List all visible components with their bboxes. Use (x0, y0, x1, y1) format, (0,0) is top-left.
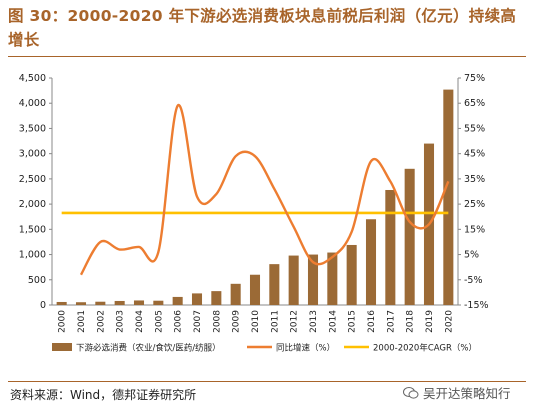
growth-rate-line (79, 104, 450, 276)
bar (133, 300, 145, 305)
x-tick-label: 2013 (309, 310, 319, 333)
y-right-tick-label: -5% (464, 275, 483, 286)
y-left-tick-label: 1,000 (19, 250, 46, 261)
watermark: 吴开达策略知行 (403, 383, 511, 402)
bar (249, 274, 261, 305)
bar (404, 168, 415, 305)
x-tick-label: 2018 (406, 310, 416, 333)
y-right-tick-label: 15% (464, 224, 485, 235)
y-left-tick-label: 500 (28, 275, 46, 286)
x-tick-label: 2020 (444, 310, 454, 333)
y-right-tick-label: 45% (464, 149, 485, 160)
bar (269, 264, 280, 305)
wechat-icon (403, 386, 419, 399)
y-left-tick-label: 0 (40, 300, 46, 311)
x-tick-label: 2004 (135, 310, 145, 333)
y-right-tick-label: 35% (464, 174, 485, 185)
x-tick-label: 2005 (154, 310, 164, 333)
legend-swatch-bar (52, 343, 72, 351)
bar (288, 255, 299, 305)
y-left-tick-label: 2,000 (19, 199, 46, 210)
y-right-tick-label: 75% (464, 73, 485, 84)
source-note: 资料来源：Wind，德邦证券研究所 (10, 388, 197, 402)
bar-series (56, 89, 454, 305)
bar (307, 254, 319, 305)
bar (327, 252, 338, 305)
y-right-tick-label: 65% (464, 98, 485, 109)
bar (95, 301, 106, 305)
x-tick-label: 2003 (116, 310, 126, 333)
x-tick-label: 2002 (96, 310, 106, 333)
y-left-tick-label: 4,500 (19, 73, 46, 84)
y-left-tick-label: 4,000 (19, 98, 46, 109)
y-right-tick-label: 55% (464, 123, 485, 134)
bar (56, 301, 67, 305)
x-tick-label: 2001 (77, 310, 87, 333)
x-tick-label: 2014 (328, 310, 338, 333)
x-tick-label: 2016 (367, 310, 377, 333)
bar (191, 293, 203, 305)
bar (114, 300, 125, 305)
y-left-tick-label: 3,500 (19, 123, 46, 134)
y-right-tick-label: 25% (464, 199, 485, 210)
y-left-tick-label: 1,500 (19, 224, 46, 235)
y-left-tick-label: 2,500 (19, 174, 46, 185)
bar (211, 291, 222, 305)
bar (365, 219, 377, 305)
x-tick-label: 2009 (232, 310, 242, 333)
legend-label-cagr: 2000-2020年CAGR（%） (373, 343, 477, 354)
chart-axes: 0 500 1,000 1,500 2,000 2,500 3,000 3,500 4,000 4… (19, 73, 489, 311)
legend-label-growth: 同比增速（%） (276, 343, 335, 354)
bar (172, 296, 183, 305)
watermark-text: 吴开达策略知行 (423, 386, 511, 401)
bar (443, 89, 454, 305)
bar (385, 189, 396, 305)
source-divider (8, 381, 526, 382)
chart-legend: 下游必选消费（农业/食饮/医药/纺服） 同比增速（%） 2000-2020年CAGR… (52, 343, 477, 354)
x-tick-label: 2008 (212, 310, 222, 333)
chart-title: 图 30：2000-2020 年下游必选消费板块息前税后利润（亿元）持续高增长 (8, 7, 517, 49)
y-right-tick-label: -15% (464, 300, 489, 311)
bar (346, 244, 357, 305)
x-tick-label: 2017 (386, 310, 396, 333)
x-tick-label: 2012 (290, 310, 300, 333)
x-tick-label: 2000 (58, 310, 68, 333)
bar (75, 302, 87, 305)
legend-label-bar: 下游必选消费（农业/食饮/医药/纺服） (76, 343, 221, 354)
x-tick-label: 2019 (425, 310, 435, 333)
y-right-tick-label: 5% (464, 250, 479, 261)
x-tick-label: 2006 (174, 310, 184, 333)
title-divider (8, 56, 526, 57)
x-tick-label: 2010 (251, 310, 261, 333)
x-tick-label: 2007 (193, 310, 203, 333)
x-tick-label: 2011 (270, 310, 280, 333)
line-series (61, 104, 450, 276)
y-left-tick-label: 3,000 (19, 149, 46, 160)
chart: 0 500 1,000 1,500 2,000 2,500 3,000 3,500 4,000 4… (19, 73, 489, 354)
x-tick-label: 2015 (348, 310, 358, 333)
bar (153, 300, 164, 305)
bar (230, 283, 241, 305)
x-axis-labels: 2000 2001 2002 2003 2004 2005 2006 2007 2008 2009… (58, 310, 455, 333)
